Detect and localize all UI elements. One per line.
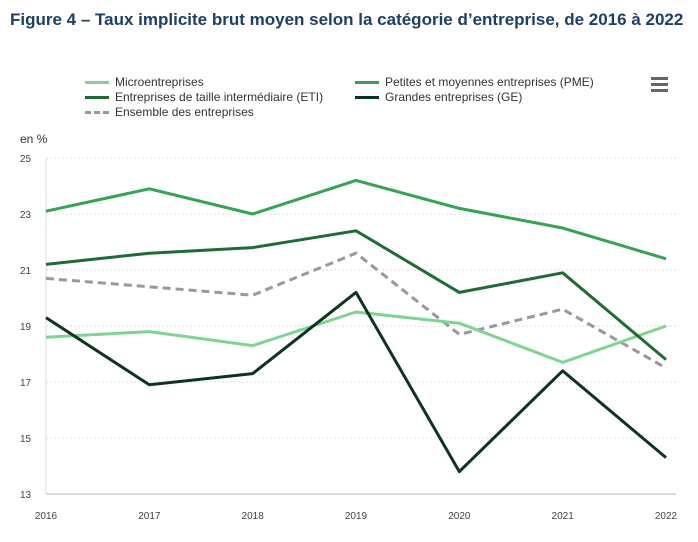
x-tick-label: 2018: [242, 511, 265, 522]
legend-item[interactable]: Microentreprises: [85, 75, 204, 89]
y-tick-label: 23: [20, 210, 32, 221]
legend-item[interactable]: Petites et moyennes entreprises (PME): [355, 75, 594, 89]
x-tick-label: 2017: [138, 511, 161, 522]
legend-item[interactable]: Entreprises de taille intermédiaire (ETI…: [85, 90, 323, 104]
series-line-2: [45, 229, 667, 361]
legend-swatch: [85, 95, 109, 99]
y-tick-label: 21: [20, 266, 32, 277]
hamburger-menu-icon[interactable]: [651, 77, 668, 95]
chart-title: Figure 4 – Taux implicite brut moyen sel…: [10, 10, 684, 29]
y-axis-label: en %: [20, 132, 48, 146]
legend-swatch: [355, 80, 379, 84]
y-tick-label: 15: [20, 434, 32, 445]
y-tick-label: 13: [20, 490, 32, 501]
y-tick-label: 25: [20, 154, 32, 165]
legend-item[interactable]: Grandes entreprises (GE): [355, 90, 522, 104]
x-tick-label: 2022: [655, 511, 678, 522]
legend-swatch: [85, 80, 109, 84]
legend-label: Entreprises de taille intermédiaire (ETI…: [115, 90, 324, 104]
legend-label: Grandes entreprises (GE): [385, 90, 523, 104]
x-tick-label: 2019: [345, 511, 368, 522]
legend-swatch: [355, 95, 379, 99]
legend-item[interactable]: Ensemble des entreprises: [85, 105, 254, 119]
series-line-3: [45, 290, 667, 474]
series-line-0: [45, 310, 667, 364]
legend-label: Ensemble des entreprises: [115, 105, 254, 119]
legend-label: Petites et moyennes entreprises (PME): [385, 75, 594, 89]
x-tick-label: 2021: [552, 511, 575, 522]
x-tick-label: 2016: [35, 511, 58, 522]
legend-swatch: [85, 110, 109, 114]
series-line-4: [45, 251, 667, 370]
series-line-1: [45, 178, 667, 261]
y-tick-label: 17: [20, 378, 32, 389]
x-tick-label: 2020: [448, 511, 471, 522]
legend-label: Microentreprises: [115, 75, 204, 89]
y-tick-label: 19: [20, 322, 32, 333]
